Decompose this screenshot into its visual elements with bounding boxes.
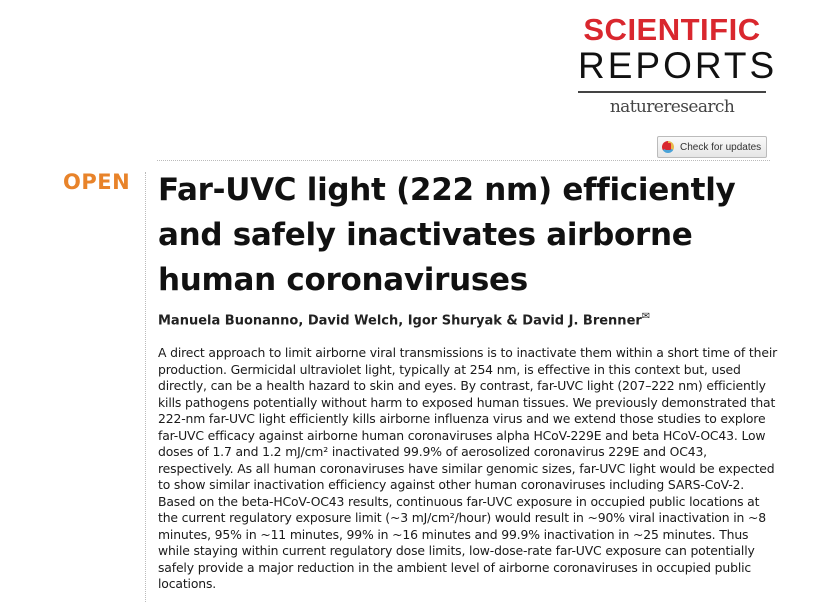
check-for-updates-label: Check for updates (680, 141, 762, 153)
author-list: Manuela Buonanno, David Welch, Igor Shur… (158, 311, 650, 328)
check-for-updates-button[interactable]: Check for updates (657, 136, 767, 158)
margin-divider (145, 172, 146, 602)
header-divider (157, 160, 770, 161)
envelope-icon[interactable]: ✉ (641, 311, 651, 322)
authors-text: Manuela Buonanno, David Welch, Igor Shur… (158, 313, 642, 329)
journal-name-line2: REPORTS (578, 45, 778, 86)
logo-divider (578, 91, 766, 93)
article-title: Far-UVC light (222 nm) efficiently and s… (158, 172, 736, 298)
publisher-name: natureresearch (609, 97, 735, 117)
crossmark-icon (662, 141, 674, 153)
journal-name-line1: SCIENTIFIC (583, 12, 761, 47)
journal-logo: SCIENTIFIC REPORTS natureresearch (578, 12, 778, 117)
abstract: A direct approach to limit airborne vira… (158, 345, 778, 591)
open-access-label: OPEN (63, 170, 131, 194)
